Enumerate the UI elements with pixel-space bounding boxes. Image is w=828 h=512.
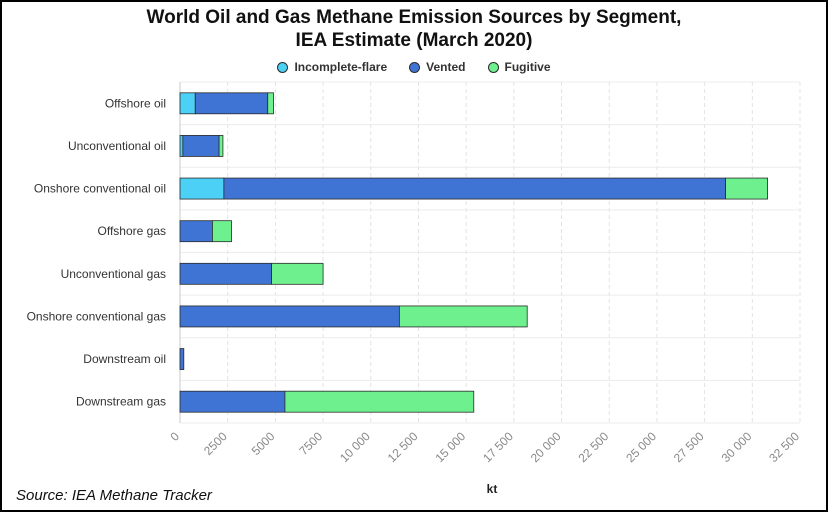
legend-label-vented: Vented [426, 60, 466, 74]
chart-title-line-1: World Oil and Gas Methane Emission Sourc… [146, 7, 682, 28]
x-tick-label-5: 12 500 [385, 429, 421, 465]
bar-5-2 [398, 305, 528, 328]
x-tick-label-11: 27 500 [671, 429, 707, 465]
chart-title: World Oil and Gas Methane Emission Sourc… [0, 6, 828, 52]
category-label-6: Downstream oil [83, 352, 166, 366]
bar-5-1 [179, 305, 400, 328]
bar-7-1 [179, 390, 286, 413]
category-label-1: Unconventional oil [68, 139, 166, 153]
legend-item-incomplete-flare[interactable]: Incomplete-flare [277, 60, 387, 74]
bar-2-2 [725, 177, 768, 200]
legend-label-incomplete-flare: Incomplete-flare [294, 60, 388, 74]
legend-swatch-incomplete-flare [277, 61, 289, 73]
x-axis-title: kt [487, 482, 498, 496]
source-note: Source: IEA Methane Tracker [16, 487, 212, 504]
legend-swatch-fugitive [487, 61, 499, 73]
category-label-5: Onshore conventional gas [27, 309, 166, 323]
bar-4-2 [271, 262, 324, 285]
bar-0-1 [194, 92, 269, 115]
bar-3-2 [212, 220, 232, 243]
chart-title-line-2: IEA Estimate (March 2020) [295, 30, 533, 51]
bar-1-0 [179, 135, 184, 157]
x-tick-label-4: 10 000 [337, 429, 373, 465]
x-tick-label-7: 17 500 [480, 429, 516, 465]
x-tick-label-2: 5000 [249, 429, 278, 458]
category-label-0: Offshore oil [105, 96, 166, 110]
bar-0-2 [267, 92, 274, 115]
legend-swatch-vented [409, 61, 421, 73]
category-label-3: Offshore gas [98, 224, 166, 238]
legend-item-vented[interactable]: Vented [409, 60, 466, 74]
category-label-2: Onshore conventional oil [34, 182, 166, 196]
category-label-7: Downstream gas [76, 395, 166, 409]
chart-legend: Incomplete-flare Vented Fugitive [0, 60, 828, 74]
bar-2-1 [223, 177, 727, 200]
bar-6-1 [179, 348, 185, 370]
legend-item-fugitive[interactable]: Fugitive [487, 60, 551, 74]
bar-7-2 [284, 390, 475, 413]
bar-3-1 [179, 220, 213, 243]
x-tick-label-13: 32 500 [766, 429, 802, 465]
x-tick-label-3: 7500 [296, 429, 325, 458]
bar-1-2 [218, 135, 224, 157]
bar-4-1 [179, 262, 272, 285]
x-tick-label-6: 15 000 [432, 429, 468, 465]
x-tick-label-9: 22 500 [575, 429, 611, 465]
category-label-4: Unconventional gas [61, 267, 166, 281]
x-tick-label-10: 25 000 [623, 429, 659, 465]
x-tick-label-0: 0 [167, 429, 182, 444]
x-tick-label-1: 2500 [201, 429, 230, 458]
legend-label-fugitive: Fugitive [504, 60, 551, 74]
bar-2-0 [179, 177, 225, 200]
x-tick-label-12: 30 000 [719, 429, 755, 465]
bar-1-1 [182, 135, 220, 157]
bar-0-0 [179, 92, 196, 115]
x-tick-label-8: 20 000 [528, 429, 564, 465]
